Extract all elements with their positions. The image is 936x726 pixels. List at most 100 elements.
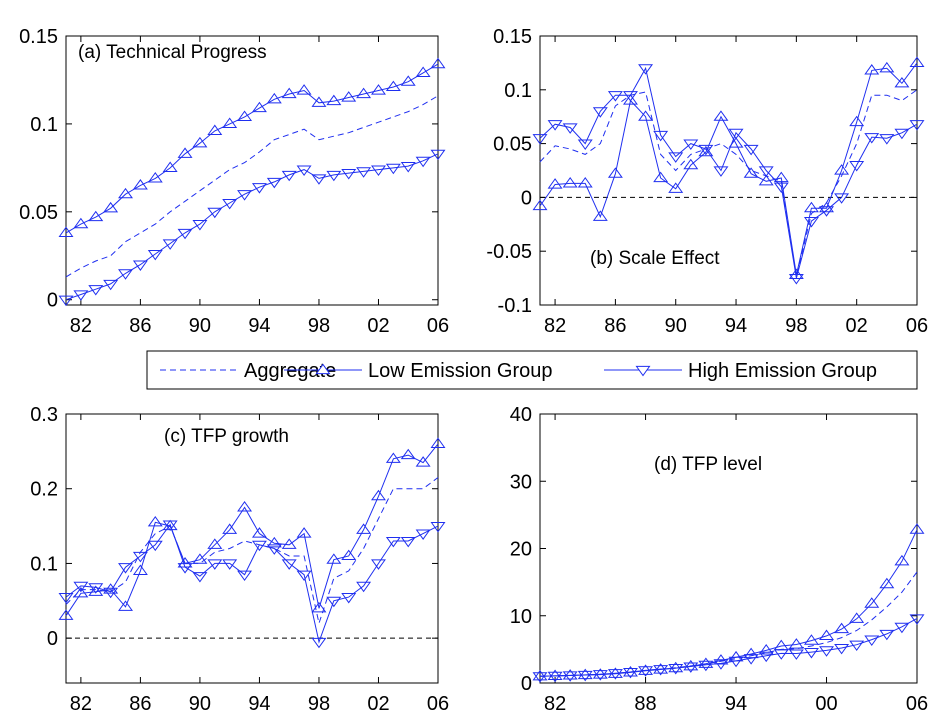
data-point-low-emission-group bbox=[713, 110, 729, 121]
data-point-low-emission-group bbox=[879, 577, 895, 589]
data-point-high-emission-group bbox=[653, 130, 669, 142]
data-point-low-emission-group bbox=[415, 456, 431, 467]
x-tick-label: 02 bbox=[367, 315, 389, 337]
x-tick-label: 90 bbox=[665, 315, 687, 337]
plot-frame bbox=[539, 413, 918, 684]
data-point-high-emission-group bbox=[177, 563, 193, 574]
y-tick-label: 40 bbox=[510, 404, 532, 426]
data-point-low-emission-group bbox=[237, 501, 253, 512]
data-point-high-emission-group bbox=[415, 156, 431, 168]
legend-triangle-up-icon bbox=[315, 363, 331, 375]
data-point-high-emission-group bbox=[341, 169, 357, 180]
data-point-low-emission-group bbox=[743, 647, 759, 659]
data-point-high-emission-group bbox=[147, 540, 163, 552]
data-point-high-emission-group bbox=[326, 170, 342, 182]
data-point-high-emission-group bbox=[819, 206, 834, 217]
data-point-low-emission-group bbox=[385, 452, 401, 463]
data-point-high-emission-group bbox=[222, 198, 238, 210]
x-tick-label: 86 bbox=[129, 693, 151, 715]
data-point-high-emission-group bbox=[103, 279, 119, 291]
data-point-high-emission-group bbox=[909, 614, 925, 625]
data-point-low-emission-group bbox=[592, 210, 608, 221]
data-point-high-emission-group bbox=[311, 174, 327, 185]
data-point-high-emission-group bbox=[698, 144, 714, 156]
data-point-high-emission-group bbox=[607, 91, 623, 102]
data-point-high-emission-group bbox=[251, 183, 267, 194]
data-point-high-emission-group bbox=[385, 536, 401, 548]
x-tick-label: 06 bbox=[906, 693, 928, 715]
data-point-low-emission-group bbox=[281, 538, 297, 549]
data-point-high-emission-group bbox=[296, 570, 312, 582]
data-point-high-emission-group bbox=[547, 671, 563, 683]
data-point-high-emission-group bbox=[132, 551, 148, 563]
legend-triangle-down-icon bbox=[635, 365, 651, 377]
data-point-high-emission-group bbox=[743, 654, 759, 665]
data-point-low-emission-group bbox=[819, 629, 834, 640]
x-tick-label: 86 bbox=[604, 315, 626, 337]
data-point-high-emission-group bbox=[371, 559, 386, 570]
x-tick-label: 00 bbox=[815, 693, 837, 715]
data-point-high-emission-group bbox=[251, 540, 267, 552]
data-point-high-emission-group bbox=[73, 290, 89, 301]
data-point-low-emission-group bbox=[147, 515, 163, 527]
x-tick-label: 98 bbox=[308, 693, 330, 715]
data-point-low-emission-group bbox=[743, 167, 759, 178]
panel-title: (c) TFP growth bbox=[164, 426, 289, 447]
data-point-low-emission-group bbox=[728, 137, 744, 148]
series-line-aggregate bbox=[539, 89, 918, 278]
legend-low-emission-marker bbox=[315, 363, 331, 375]
y-tick-label: 0.1 bbox=[30, 114, 58, 136]
data-point-low-emission-group bbox=[356, 523, 372, 534]
data-point-high-emission-group bbox=[385, 163, 401, 175]
data-point-high-emission-group bbox=[207, 207, 223, 219]
data-point-high-emission-group bbox=[758, 166, 774, 177]
panel-title: (d) TFP level bbox=[654, 454, 762, 475]
data-point-low-emission-group bbox=[562, 177, 578, 188]
data-point-high-emission-group bbox=[577, 670, 593, 682]
data-point-low-emission-group bbox=[341, 91, 357, 102]
data-point-low-emission-group bbox=[251, 101, 267, 113]
legend: Aggregate Low Emission Group High Emissi… bbox=[146, 350, 918, 390]
x-tick-label: 94 bbox=[248, 315, 270, 337]
data-point-high-emission-group bbox=[879, 134, 895, 145]
data-point-high-emission-group bbox=[819, 646, 834, 657]
data-point-low-emission-group bbox=[88, 210, 104, 222]
data-point-low-emission-group bbox=[668, 661, 684, 673]
data-point-high-emission-group bbox=[849, 640, 865, 652]
y-tick-label: 0.2 bbox=[30, 479, 58, 501]
data-point-high-emission-group bbox=[162, 239, 178, 250]
data-point-low-emission-group bbox=[607, 167, 623, 178]
x-tick-label: 02 bbox=[367, 693, 389, 715]
series-line-low-emission-group bbox=[65, 443, 439, 617]
data-point-low-emission-group bbox=[207, 538, 223, 549]
x-tick-label: 94 bbox=[725, 693, 747, 715]
y-tick-label: 0 bbox=[47, 290, 58, 312]
data-point-high-emission-group bbox=[894, 128, 910, 140]
data-point-high-emission-group bbox=[728, 128, 744, 140]
data-point-low-emission-group bbox=[758, 643, 774, 655]
data-point-high-emission-group bbox=[743, 144, 759, 156]
data-point-low-emission-group bbox=[192, 136, 208, 148]
data-point-high-emission-group bbox=[864, 635, 880, 647]
data-point-low-emission-group bbox=[653, 171, 669, 183]
data-point-high-emission-group bbox=[118, 563, 133, 574]
data-point-low-emission-group bbox=[683, 158, 699, 170]
data-point-high-emission-group bbox=[773, 182, 789, 194]
data-point-low-emission-group bbox=[251, 527, 267, 538]
data-point-low-emission-group bbox=[296, 527, 312, 538]
plot-frame bbox=[65, 413, 439, 684]
data-point-low-emission-group bbox=[698, 657, 714, 668]
x-tick-label: 82 bbox=[544, 693, 566, 715]
data-point-high-emission-group bbox=[758, 651, 774, 663]
x-tick-label: 82 bbox=[544, 315, 566, 337]
y-tick-label: 0.15 bbox=[493, 26, 532, 48]
data-point-high-emission-group bbox=[58, 295, 74, 307]
x-tick-label: 98 bbox=[785, 315, 807, 337]
data-point-high-emission-group bbox=[311, 637, 327, 649]
data-point-high-emission-group bbox=[592, 670, 608, 681]
y-tick-label: 10 bbox=[510, 606, 532, 628]
data-point-high-emission-group bbox=[547, 120, 563, 131]
data-point-low-emission-group bbox=[118, 600, 133, 611]
y-tick-label: 0.05 bbox=[19, 202, 58, 224]
data-point-high-emission-group bbox=[532, 672, 548, 683]
